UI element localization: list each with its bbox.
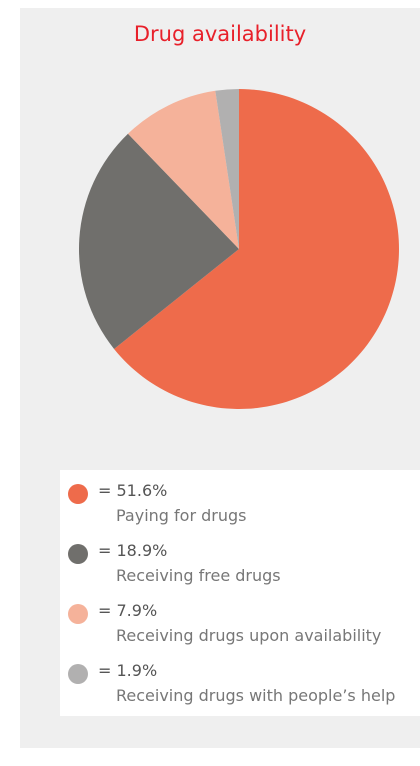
legend-label-paying: Paying for drugs [116, 506, 247, 525]
legend-label-availability: Receiving drugs upon availability [116, 626, 382, 645]
pie-slice-help [215, 88, 239, 249]
legend-label-help: Receiving drugs with people’s help [116, 686, 396, 705]
pie-slice-free [78, 133, 239, 349]
legend-value-help: = 1.9% [98, 661, 158, 680]
pie-slice-paying [114, 89, 399, 410]
legend: = 51.6% Paying for drugs = 18.9% Receivi… [60, 470, 420, 716]
legend-label-free: Receiving free drugs [116, 566, 281, 585]
legend-swatch-free [68, 544, 88, 564]
legend-swatch-availability [68, 604, 88, 624]
legend-swatch-paying [68, 484, 88, 504]
legend-swatch-help [68, 664, 88, 684]
legend-value-availability: = 7.9% [98, 601, 158, 620]
legend-item-free: = 18.9% Receiving free drugs [60, 536, 420, 592]
legend-item-help: = 1.9% Receiving drugs with people’s hel… [60, 656, 420, 712]
legend-item-paying: = 51.6% Paying for drugs [60, 476, 420, 532]
chart-title: Drug availability [133, 22, 307, 46]
legend-value-free: = 18.9% [98, 541, 168, 560]
legend-value-paying: = 51.6% [98, 481, 168, 500]
pie-slice-availability [127, 90, 239, 249]
legend-item-availability: = 7.9% Receiving drugs upon availability [60, 596, 420, 652]
